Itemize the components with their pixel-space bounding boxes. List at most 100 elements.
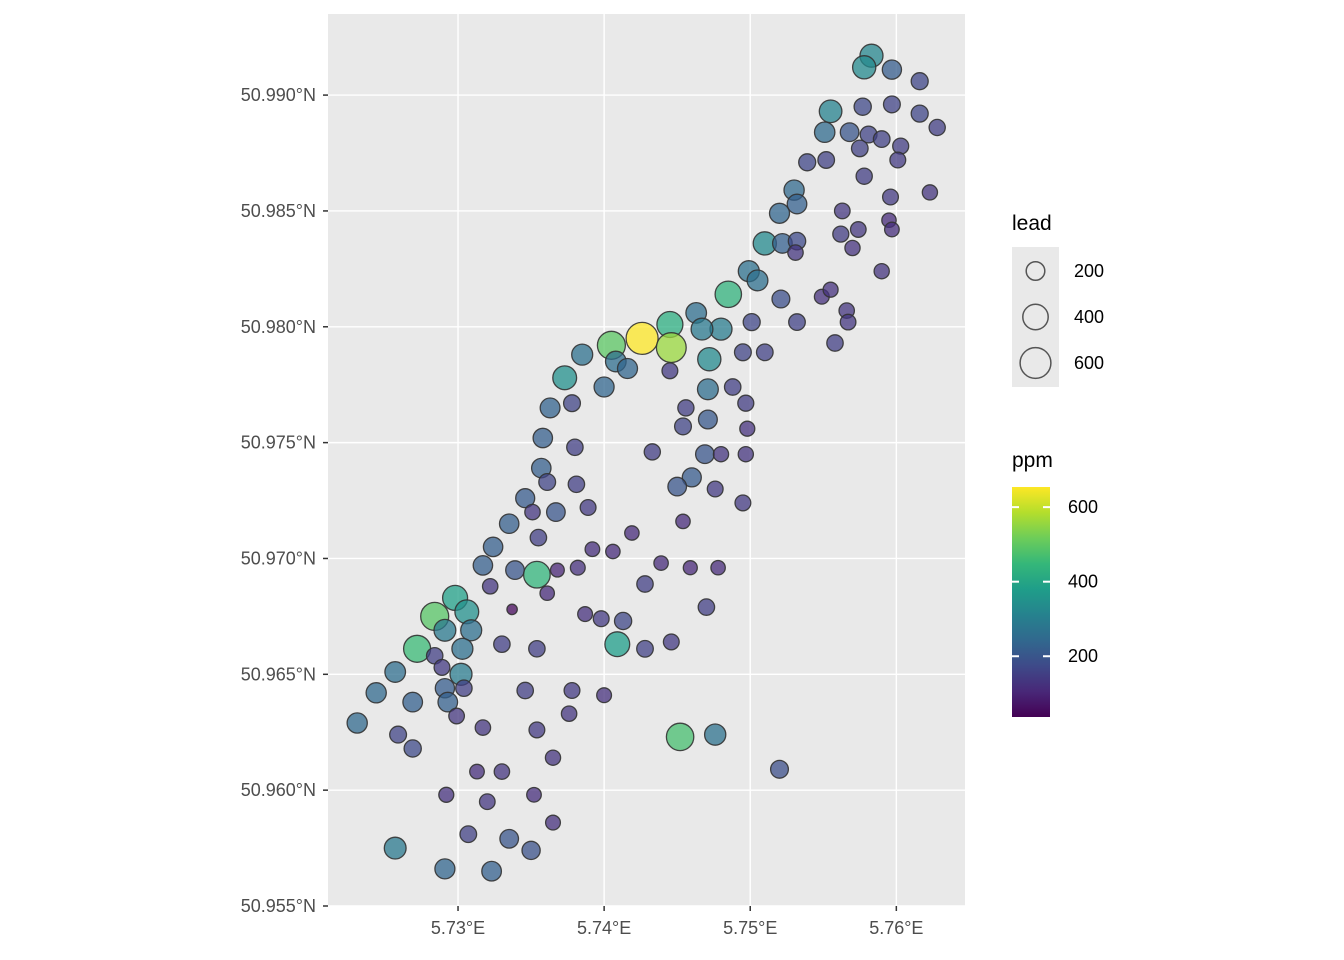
data-point <box>545 502 566 523</box>
data-point <box>839 122 860 143</box>
size-legend-label: 400 <box>1074 307 1104 327</box>
data-point <box>478 793 496 811</box>
data-point <box>673 417 693 436</box>
data-point <box>665 722 695 752</box>
data-point <box>528 639 546 658</box>
data-point <box>677 399 695 417</box>
data-point <box>910 72 929 91</box>
data-point <box>636 639 654 658</box>
data-point <box>469 763 485 780</box>
data-point <box>524 503 541 521</box>
data-point <box>566 438 584 457</box>
size-legend-circle <box>1022 303 1049 331</box>
data-point <box>849 221 867 238</box>
data-point <box>433 618 457 642</box>
y-axis-tick-label: 50.955°N <box>241 896 316 916</box>
data-point <box>873 262 890 280</box>
data-point <box>723 378 742 396</box>
data-point <box>737 445 755 463</box>
data-point <box>798 153 817 172</box>
data-point <box>562 394 582 413</box>
data-point <box>712 445 730 463</box>
data-points <box>346 43 946 882</box>
data-point <box>365 682 387 704</box>
data-point <box>505 560 525 581</box>
data-point <box>696 378 719 401</box>
x-axis-tick-label: 5.73°E <box>431 918 485 938</box>
color-legend-title: ppm <box>1012 449 1053 472</box>
data-point <box>389 725 408 744</box>
data-point <box>681 467 702 488</box>
y-axis-tick-label: 50.965°N <box>241 664 316 684</box>
size-legend-circle <box>1019 346 1052 380</box>
data-point <box>402 691 424 713</box>
y-axis-tick-label: 50.985°N <box>241 201 316 221</box>
data-point <box>472 555 494 576</box>
data-point <box>346 712 368 734</box>
data-point <box>544 749 562 766</box>
size-legend-label: 200 <box>1074 261 1104 281</box>
data-point <box>697 346 722 372</box>
data-point <box>596 687 613 704</box>
panel-background <box>328 14 965 906</box>
data-point <box>710 559 726 576</box>
x-axis-tick-label: 5.76°E <box>869 918 923 938</box>
size-legend-circle <box>1025 260 1046 282</box>
data-point <box>883 221 900 238</box>
data-point <box>616 357 639 380</box>
data-point <box>662 633 680 651</box>
data-point <box>515 488 536 509</box>
data-point <box>592 610 610 628</box>
data-point <box>636 575 654 593</box>
data-point <box>593 376 615 398</box>
data-point <box>455 679 473 698</box>
data-point <box>697 598 716 616</box>
data-point <box>690 317 714 341</box>
data-point <box>694 444 715 465</box>
data-point <box>522 560 551 589</box>
data-point <box>438 786 455 803</box>
data-point <box>528 721 546 739</box>
data-point <box>928 118 946 137</box>
data-point <box>832 225 850 243</box>
data-point <box>881 188 900 206</box>
data-point <box>451 637 474 660</box>
data-point <box>526 786 542 803</box>
data-point <box>613 611 633 631</box>
data-point <box>813 121 836 144</box>
data-point <box>579 498 597 517</box>
data-point <box>703 723 727 746</box>
size-legend-key-background <box>1012 247 1059 387</box>
data-point <box>739 420 756 437</box>
data-point <box>655 332 687 364</box>
data-point <box>742 312 761 332</box>
data-point <box>844 239 861 257</box>
data-point <box>682 560 698 576</box>
data-point <box>544 814 562 831</box>
data-point <box>855 167 873 185</box>
data-point <box>383 836 407 860</box>
data-point <box>571 343 594 366</box>
data-point <box>653 555 669 571</box>
data-point <box>434 858 456 880</box>
data-point <box>826 334 844 352</box>
y-axis-tick-label: 50.990°N <box>241 85 316 105</box>
y-axis-tick-label: 50.975°N <box>241 433 316 453</box>
x-axis-tick-label: 5.74°E <box>577 918 631 938</box>
data-point <box>910 104 929 123</box>
data-point <box>661 362 679 380</box>
data-point <box>474 719 492 736</box>
colorbar <box>1012 487 1050 717</box>
data-point <box>625 321 659 356</box>
data-point <box>567 475 586 494</box>
data-point <box>563 681 581 700</box>
size-legend-label: 600 <box>1074 353 1104 373</box>
data-point <box>892 137 910 155</box>
data-point <box>755 343 774 362</box>
data-point <box>882 95 901 114</box>
data-point <box>850 139 869 158</box>
data-point <box>403 739 422 758</box>
data-point <box>839 313 857 331</box>
